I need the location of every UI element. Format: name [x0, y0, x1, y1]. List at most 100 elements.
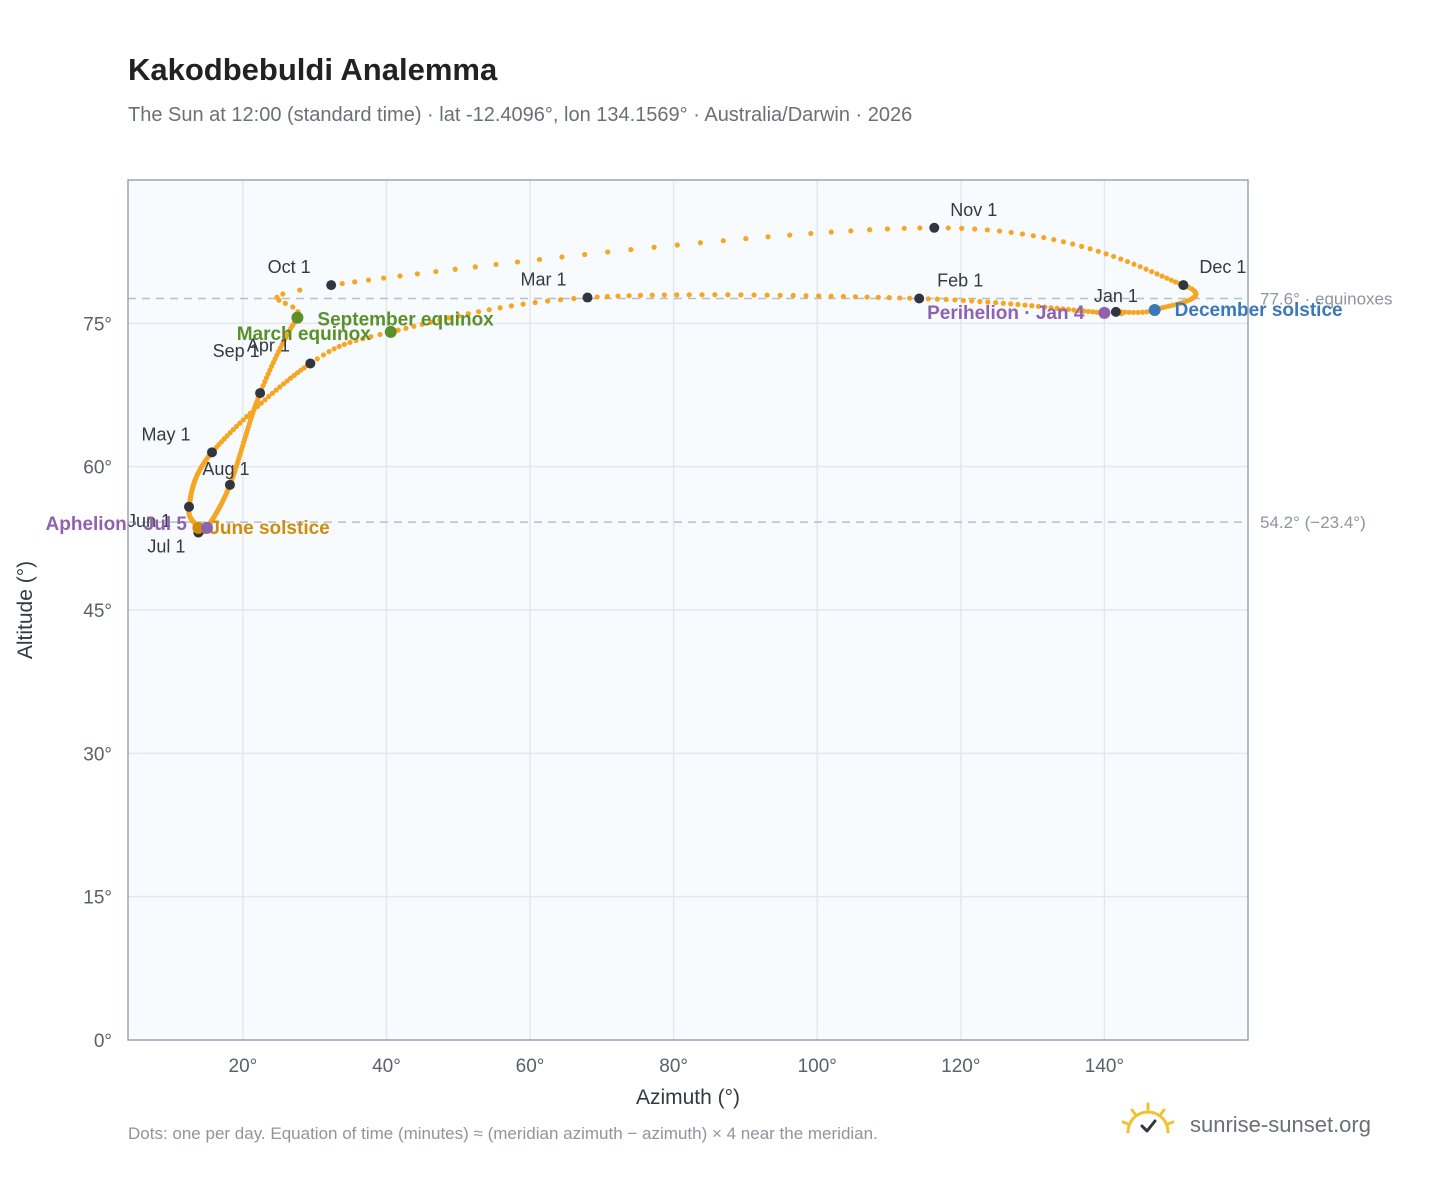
y-tick-label: 15° [83, 888, 112, 909]
daily-dot [258, 400, 264, 406]
y-tick-label: 75° [83, 314, 112, 335]
daily-dot [559, 254, 565, 260]
month-label: Jul 1 [147, 537, 185, 557]
daily-dot [1103, 251, 1109, 257]
daily-dot [1019, 231, 1026, 237]
daily-dot [284, 378, 290, 384]
daily-dot [486, 307, 492, 313]
daily-dot [274, 294, 280, 300]
daily-dot [848, 228, 854, 234]
month-label: Jan 1 [1094, 286, 1138, 306]
daily-dot [331, 346, 337, 352]
daily-dot [605, 249, 611, 255]
daily-dot [615, 293, 621, 299]
x-tick-label: 80° [659, 1056, 688, 1077]
y-axis-label: Altitude (°) [14, 561, 37, 659]
daily-dot [1041, 234, 1047, 241]
daily-dot [347, 339, 353, 345]
daily-dot [1130, 309, 1137, 316]
daily-dot [282, 300, 288, 306]
reference-lines: 77.6° · equinoxes 54.2° (−23.4°) [128, 289, 1393, 532]
daily-dot [1168, 277, 1174, 283]
reference-line-label: 54.2° (−23.4°) [1260, 513, 1366, 532]
month-marker [914, 293, 925, 304]
daily-dot [945, 225, 951, 231]
daily-dot [290, 304, 296, 310]
daily-dot [661, 292, 667, 298]
brand[interactable]: sunrise-sunset.org [1120, 1100, 1400, 1150]
daily-dot [532, 299, 538, 306]
daily-dot [765, 234, 771, 240]
daily-dot [1029, 303, 1035, 309]
month-label: Apr 1 [247, 335, 290, 355]
daily-dot [604, 293, 610, 300]
daily-dot [699, 292, 705, 298]
daily-dot [395, 327, 401, 333]
daily-dot [803, 293, 809, 299]
event-label: Aphelion · Jul 5 [46, 514, 188, 535]
event-label: June solstice [209, 518, 329, 539]
y-tick-label: 0° [94, 1031, 112, 1052]
daily-dot [475, 309, 482, 315]
daily-dot [428, 319, 434, 325]
month-marker [184, 501, 195, 512]
daily-dot [266, 393, 272, 400]
daily-dot [273, 387, 279, 393]
x-tick-label: 20° [229, 1056, 258, 1077]
event-marker [1098, 306, 1111, 319]
daily-dot [326, 349, 332, 355]
daily-dot [1042, 304, 1048, 310]
daily-dot [1030, 233, 1036, 239]
daily-dot [712, 292, 718, 298]
daily-dot [828, 229, 834, 235]
daily-dot [1144, 309, 1150, 315]
month-label: Oct 1 [268, 257, 311, 277]
daily-dot [280, 381, 287, 387]
grid [128, 180, 1248, 1041]
daily-dot [852, 294, 858, 300]
month-marker [582, 292, 593, 303]
daily-dot [1048, 305, 1054, 311]
daily-dot [472, 264, 478, 270]
month-label: Jun 1 [127, 511, 171, 531]
daily-dot [1090, 309, 1096, 315]
daily-dot [341, 341, 348, 347]
daily-dot [993, 300, 999, 306]
daily-dot [816, 293, 822, 299]
daily-dot [1172, 279, 1179, 285]
daily-dot [864, 294, 870, 300]
daily-dot [934, 296, 940, 302]
daily-dot [996, 228, 1003, 234]
month-label: Dec 1 [1199, 257, 1246, 277]
event-marker [384, 325, 397, 338]
chart-subtitle: The Sun at 12:00 (standard time) · lat -… [128, 104, 913, 126]
daily-dot [353, 337, 359, 344]
month-label: Sep 1 [213, 341, 260, 361]
daily-dot [738, 292, 744, 298]
daily-dot [237, 420, 243, 426]
daily-dot [960, 297, 966, 304]
daily-dot [1071, 307, 1077, 313]
month-marker [255, 388, 266, 399]
plot-frame [127, 179, 1249, 1041]
daily-dot [352, 279, 358, 285]
daily-dot [1035, 303, 1042, 310]
daily-dot [943, 296, 949, 303]
daily-dot [536, 256, 543, 263]
month-label: Feb 1 [937, 270, 983, 290]
daily-dot [288, 375, 294, 381]
daily-dot [1094, 309, 1100, 315]
y-tick-label: 60° [83, 458, 112, 479]
month-marker [326, 280, 337, 291]
daily-dot [314, 356, 320, 362]
daily-dot [455, 313, 462, 319]
daily-dot [1060, 306, 1066, 312]
daily-dot [1143, 266, 1149, 272]
daily-dot [959, 225, 965, 231]
daily-dot [917, 225, 923, 231]
brand-text: sunrise-sunset.org [1190, 1112, 1371, 1137]
daily-dot [777, 292, 783, 298]
daily-dot [244, 413, 250, 420]
